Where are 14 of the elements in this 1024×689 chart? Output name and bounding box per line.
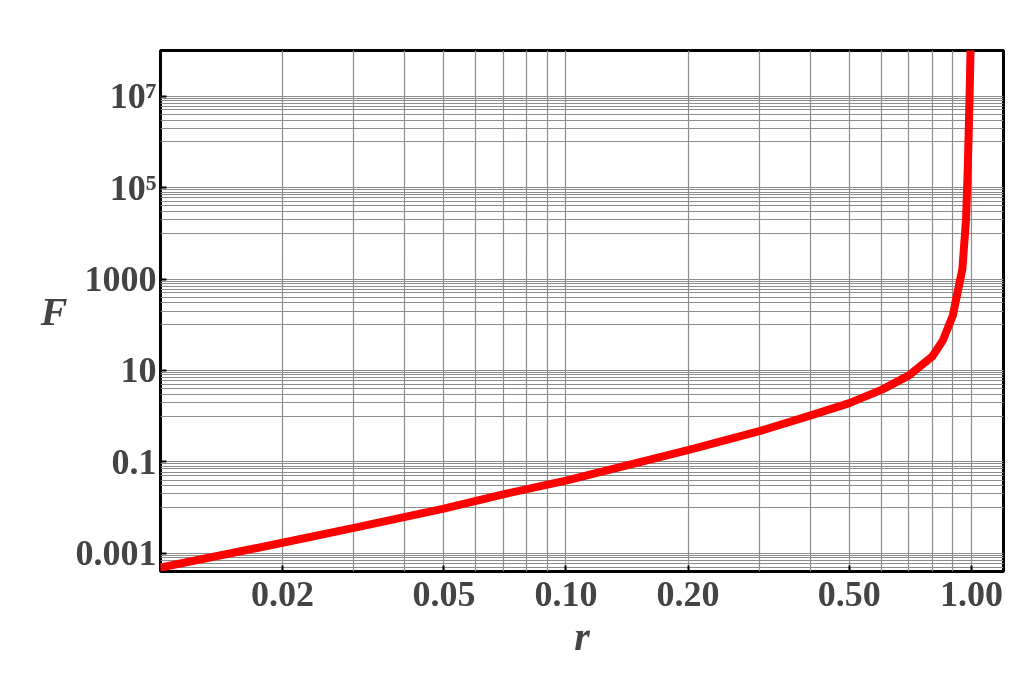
x-axis-title: r: [574, 613, 591, 659]
x-tick-label: 0.05: [412, 573, 476, 614]
x-tick-label: 0.20: [656, 573, 720, 614]
x-tick-label: 0.50: [817, 573, 881, 614]
y-tick-label: 10: [120, 350, 157, 391]
y-tick-label: 1000: [84, 259, 157, 300]
x-tick-label: 1.00: [939, 573, 1003, 614]
y-tick-label: 0.001: [75, 533, 157, 574]
y-tick-label: 0.1: [111, 441, 157, 482]
x-tick-label: 0.10: [534, 573, 598, 614]
y-axis-title: F: [39, 288, 68, 334]
y-tick-label: 10⁵: [109, 167, 157, 208]
y-tick-label: 10⁷: [109, 76, 157, 117]
x-tick-label: 0.02: [251, 573, 315, 614]
